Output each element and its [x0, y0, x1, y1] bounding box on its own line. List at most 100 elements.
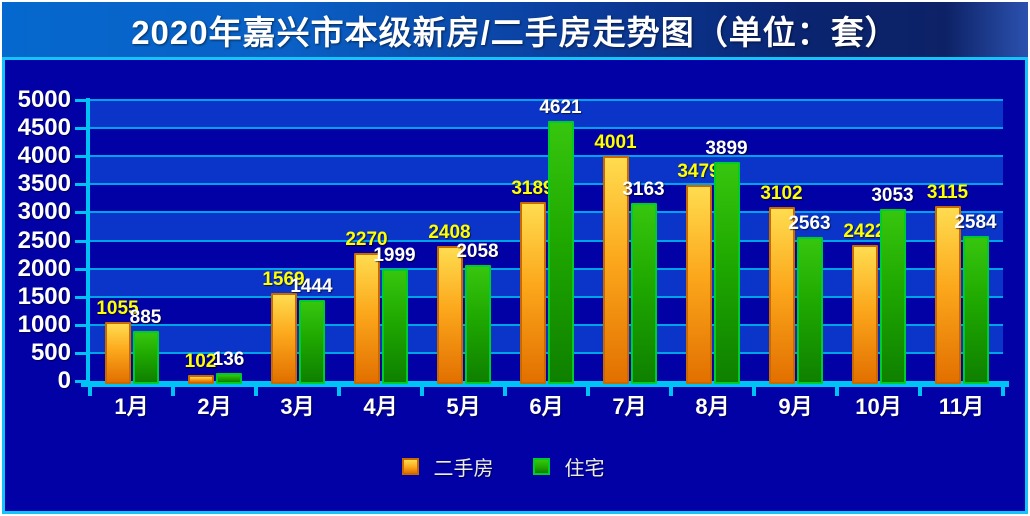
x-axis-label-4: 4月	[363, 394, 398, 419]
x-axis-tick	[669, 387, 673, 396]
secondhand-homes-value-label-10月: 2422	[843, 221, 886, 242]
gridline	[90, 155, 1003, 158]
x-axis-tick	[337, 387, 341, 396]
residential-value-label-7月: 3163	[622, 179, 665, 200]
residential-bar-7月	[630, 203, 657, 384]
residential-bar-9月	[796, 237, 823, 384]
gridline	[90, 211, 1003, 214]
secondhand-homes-bar-10月	[851, 245, 878, 384]
y-axis-label: 2000	[17, 254, 71, 282]
secondhand-homes-value-label-4月: 2270	[345, 229, 388, 250]
secondhand-homes-bar-4月	[353, 253, 380, 384]
secondhand-homes-bar-9月	[768, 207, 795, 384]
x-axis-label-5: 5月	[446, 394, 481, 419]
y-axis-label: 4500	[17, 114, 71, 142]
x-axis-label-3: 3月	[280, 394, 315, 419]
y-axis-tick	[75, 267, 86, 271]
x-axis-tick	[420, 387, 424, 396]
chart-panel: 0 500 1000 1500 2000 2500 3000 3500 4000 4500 5000…	[2, 57, 1028, 514]
legend-swatch-secondhand-homes	[401, 458, 419, 475]
y-axis-label: 0	[57, 367, 71, 394]
secondhand-homes-bar-3月	[270, 293, 297, 384]
y-axis-tick	[75, 127, 86, 131]
y-axis-label: 4000	[17, 142, 71, 170]
secondhand-homes-value-label-7月: 4001	[594, 132, 637, 153]
x-axis-label-7: 7月	[612, 394, 647, 419]
residential-value-label-1月: 885	[129, 307, 162, 328]
secondhand-homes-value-label-8月: 3479	[677, 161, 720, 182]
x-axis-tick	[254, 387, 258, 396]
residential-value-label-10月: 3053	[871, 185, 914, 206]
x-axis-label-6: 6月	[529, 394, 564, 419]
y-axis-tick	[75, 155, 86, 159]
y-axis-tick	[75, 380, 86, 383]
x-axis-tick	[503, 387, 507, 396]
residential-value-label-6月: 4621	[539, 97, 582, 118]
residential-bar-3月	[298, 300, 325, 384]
x-axis-tick	[918, 387, 922, 396]
secondhand-homes-value-label-2月: 102	[184, 351, 217, 372]
residential-value-label-5月: 2058	[456, 241, 499, 262]
x-axis-tick	[752, 387, 756, 396]
y-axis-label: 5000	[17, 86, 71, 113]
x-axis-tick	[586, 387, 590, 396]
x-axis-tick	[88, 387, 92, 396]
gridline	[90, 323, 1003, 326]
x-axis-line	[81, 381, 1009, 387]
x-axis-label-8: 8月	[695, 394, 730, 419]
y-axis-tick	[75, 99, 86, 102]
y-axis-label: 3000	[17, 198, 71, 226]
x-axis-tick	[835, 387, 839, 396]
residential-bar-4月	[381, 269, 408, 384]
y-axis-line	[86, 98, 90, 387]
residential-bar-11月	[962, 236, 989, 384]
x-axis-tick	[171, 387, 175, 396]
y-axis-tick	[75, 239, 86, 243]
residential-value-label-3月: 1444	[290, 276, 333, 297]
y-axis-label: 3500	[17, 170, 71, 198]
residential-bar-2月	[215, 373, 242, 384]
y-axis-tick	[75, 323, 86, 327]
y-axis-tick	[75, 295, 86, 299]
y-axis-tick	[75, 351, 86, 355]
legend-swatch-residential	[532, 458, 550, 475]
x-axis-label-11: 11月	[938, 394, 985, 419]
y-axis-label: 2500	[17, 226, 71, 254]
secondhand-homes-bar-8月	[685, 185, 712, 384]
gridline	[90, 239, 1003, 242]
gridline	[90, 295, 1003, 298]
chart-title-bar: 2020年嘉兴市本级新房/二手房走势图（单位：套）	[2, 2, 1028, 57]
plot-band	[90, 268, 1003, 297]
residential-value-label-9月: 2563	[788, 213, 831, 234]
secondhand-homes-value-label-3月: 1569	[262, 269, 305, 290]
residential-bar-6月	[547, 121, 574, 384]
y-axis-tick	[75, 211, 86, 215]
x-axis-label-2: 2月	[197, 394, 232, 419]
secondhand-homes-bar-7月	[602, 156, 629, 384]
secondhand-homes-value-label-11月: 3115	[926, 182, 969, 203]
x-axis-label-1: 1月	[114, 394, 149, 419]
legend: 二手房 住宅	[5, 452, 1025, 481]
secondhand-homes-bar-1月	[104, 322, 131, 384]
gridline	[90, 267, 1003, 270]
y-axis-label: 1500	[17, 282, 71, 310]
residential-bar-1月	[132, 331, 159, 384]
y-axis-label: 1000	[17, 310, 71, 338]
gridline	[90, 127, 1003, 130]
plot-band	[90, 100, 1003, 129]
plot-band	[90, 212, 1003, 241]
y-axis-label: 500	[30, 338, 71, 366]
secondhand-homes-bar-11月	[934, 206, 961, 384]
legend-label-secondhand-homes: 二手房	[433, 458, 494, 480]
gridline	[90, 99, 1003, 101]
chart-title: 2020年嘉兴市本级新房/二手房走势图（单位：套）	[131, 13, 899, 51]
x-axis-tick	[1001, 387, 1005, 396]
plot-band	[90, 156, 1003, 185]
secondhand-homes-value-label-6月: 3189	[511, 178, 554, 199]
gridline	[90, 183, 1003, 186]
legend-label-residential: 住宅	[564, 458, 605, 480]
residential-bar-8月	[713, 162, 740, 384]
secondhand-homes-value-label-1月: 1055	[96, 298, 139, 319]
secondhand-homes-bar-6月	[519, 202, 546, 384]
